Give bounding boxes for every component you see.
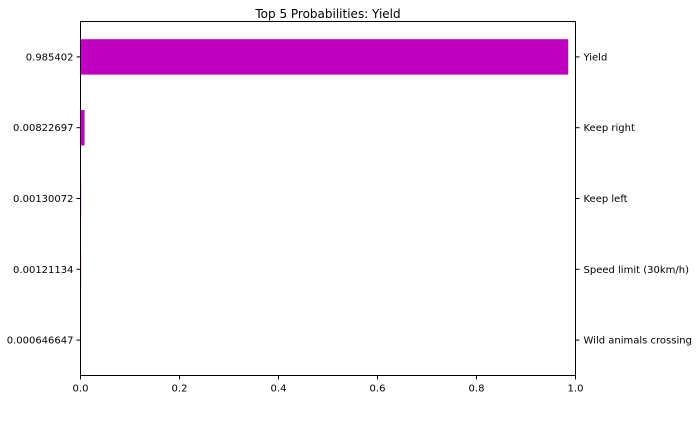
right-axis-labels: Yield Keep right Keep left Speed limit (30k… bbox=[575, 52, 692, 347]
x-tick-label: 1.0 bbox=[568, 384, 584, 395]
x-axis: 0.0 0.2 0.4 0.6 0.8 1.0 bbox=[73, 375, 584, 395]
chart-title: Top 5 Probabilities: Yield bbox=[254, 7, 400, 21]
x-tick-label: 0.4 bbox=[271, 384, 287, 395]
right-tick-label: Speed limit (30km/h) bbox=[584, 265, 690, 276]
left-axis-labels: 0.985402 0.00822697 0.00130072 0.00121134 0.… bbox=[7, 52, 81, 347]
plot-frame bbox=[80, 21, 576, 376]
bar bbox=[80, 110, 85, 146]
left-tick-label: 0.00121134 bbox=[13, 265, 73, 276]
x-tick-label: 0.8 bbox=[469, 384, 485, 395]
left-tick-label: 0.000646647 bbox=[7, 336, 74, 347]
bar bbox=[80, 39, 569, 75]
x-tick-label: 0.2 bbox=[172, 384, 188, 395]
x-tick-label: 0.6 bbox=[370, 384, 386, 395]
right-tick-label: Keep right bbox=[584, 123, 635, 134]
left-tick-label: 0.985402 bbox=[26, 52, 74, 63]
left-tick-label: 0.00130072 bbox=[13, 194, 73, 205]
right-tick-label: Wild animals crossing bbox=[584, 336, 692, 347]
right-tick-label: Keep left bbox=[584, 194, 628, 205]
right-tick-label: Yield bbox=[583, 52, 608, 63]
bars-group bbox=[80, 39, 569, 358]
left-tick-label: 0.00822697 bbox=[13, 123, 73, 134]
x-tick-label: 0.0 bbox=[73, 384, 89, 395]
